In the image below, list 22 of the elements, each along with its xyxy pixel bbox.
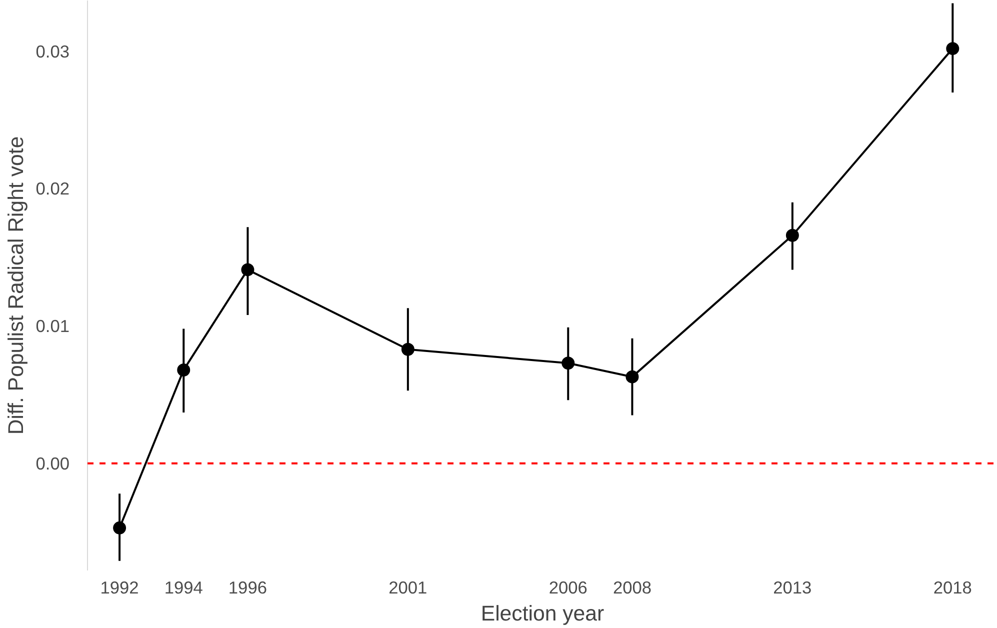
x-tick-label: 2013 — [773, 578, 812, 598]
x-tick-label: 2008 — [612, 578, 652, 598]
y-tick-label: 0.01 — [36, 316, 70, 336]
x-tick-label: 1992 — [100, 578, 139, 598]
x-axis-title: Election year — [480, 602, 604, 626]
point — [113, 521, 126, 534]
x-tick-label: 2006 — [548, 578, 588, 598]
point — [946, 42, 960, 56]
x-tick-label: 2001 — [388, 578, 428, 598]
point — [241, 263, 254, 276]
point — [562, 356, 575, 370]
y-tick-label: 0.02 — [36, 178, 70, 199]
x-tick-label: 2018 — [933, 578, 972, 598]
point — [401, 342, 414, 356]
point — [177, 363, 190, 376]
x-tick-label: 1994 — [164, 578, 204, 598]
point — [786, 228, 799, 242]
point — [626, 370, 639, 384]
y-tick-label: 0.03 — [36, 41, 70, 62]
y-tick-label: 0.00 — [36, 453, 70, 474]
y-axis-title: Diff. Populist Radical Right vote — [4, 136, 28, 435]
x-tick-label: 1996 — [228, 578, 267, 598]
